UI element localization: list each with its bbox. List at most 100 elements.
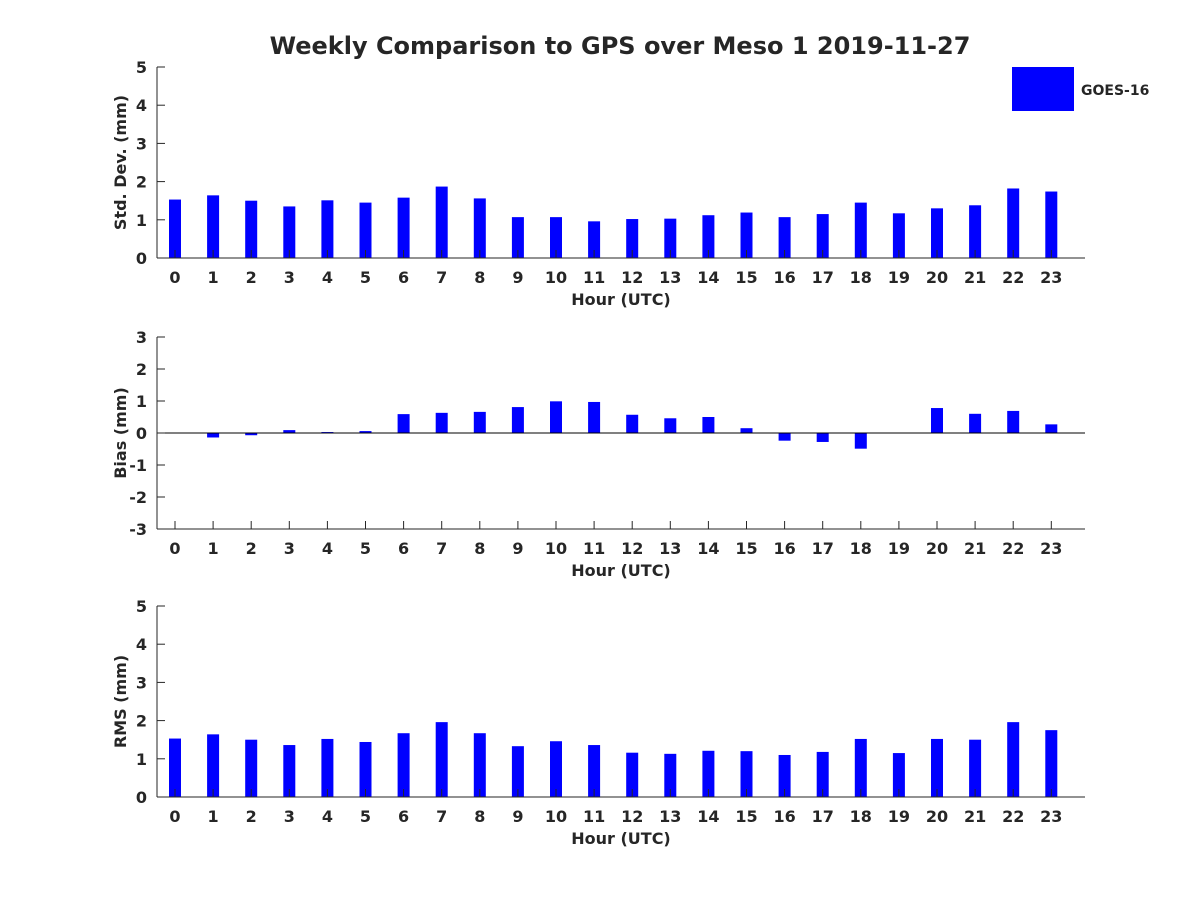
- bias-xtick-label-4: 4: [322, 539, 333, 558]
- bias-xtick-label-3: 3: [284, 539, 295, 558]
- std-dev-xtick-label-4: 4: [322, 268, 333, 287]
- rms-bar-15: [740, 751, 753, 797]
- rms-ytick-label-4: 4: [136, 635, 147, 654]
- rms-bar-6: [397, 733, 410, 797]
- rms-xtick-label-8: 8: [474, 807, 485, 826]
- std-dev-bar-2: [245, 200, 258, 258]
- std-dev-xtick-label-15: 15: [735, 268, 757, 287]
- std-dev-xtick-label-1: 1: [208, 268, 219, 287]
- std-dev-xtick-label-3: 3: [284, 268, 295, 287]
- std-dev-bar-12: [626, 219, 639, 258]
- bias-xtick-label-17: 17: [812, 539, 834, 558]
- std-dev-bar-1: [207, 195, 220, 258]
- bias-bar-10: [550, 401, 562, 433]
- bias-xtick-label-19: 19: [888, 539, 910, 558]
- std-dev-xtick-label-9: 9: [512, 268, 523, 287]
- legend-label: GOES-16: [1081, 83, 1149, 99]
- rms-bar-2: [245, 739, 258, 797]
- rms-bar-4: [321, 738, 334, 797]
- bias-xtick-label-14: 14: [697, 539, 719, 558]
- bias-xtick-label-5: 5: [360, 539, 371, 558]
- bias-bar-11: [588, 401, 601, 433]
- rms-xtick-label-6: 6: [398, 807, 409, 826]
- rms-xtick-label-2: 2: [246, 807, 257, 826]
- bias-ylabel: Bias (mm): [111, 387, 130, 479]
- std-dev-xtick-label-0: 0: [169, 268, 180, 287]
- rms-xtick-label-21: 21: [964, 807, 986, 826]
- rms-ytick-label-5: 5: [136, 597, 147, 616]
- std-dev-xlabel: Hour (UTC): [571, 290, 671, 309]
- bias-ytick-label-1: 1: [136, 392, 147, 411]
- bias-bar-5: [359, 431, 372, 433]
- bias-xtick-label-13: 13: [659, 539, 681, 558]
- std-dev-ytick-label-0: 0: [136, 249, 147, 268]
- std-dev-bar-4: [321, 200, 334, 258]
- bias-xtick-label-6: 6: [398, 539, 409, 558]
- rms-xtick-label-12: 12: [621, 807, 643, 826]
- legend: GOES-16: [1012, 67, 1149, 111]
- bias-xtick-label-0: 0: [169, 539, 180, 558]
- rms-bar-13: [664, 753, 677, 797]
- bias-ytick-label--2: -2: [129, 488, 147, 507]
- std-dev-bar-16: [778, 217, 791, 258]
- rms-bar-11: [588, 745, 601, 797]
- rms-xtick-label-14: 14: [697, 807, 719, 826]
- rms-bar-5: [359, 741, 372, 797]
- std-dev-bar-11: [588, 221, 601, 258]
- rms-bar-18: [854, 738, 867, 797]
- bias-xtick-label-18: 18: [850, 539, 872, 558]
- rms-xtick-label-17: 17: [812, 807, 834, 826]
- rms-bar-19: [892, 753, 905, 797]
- bias-bar-3: [283, 430, 296, 433]
- bias-bar-23: [1045, 424, 1058, 433]
- rms-bar-16: [778, 754, 791, 797]
- std-dev-ytick-label-5: 5: [136, 58, 147, 77]
- bias-xtick-label-12: 12: [621, 539, 643, 558]
- bias-bar-14: [702, 417, 715, 433]
- bias-bar-13: [664, 418, 677, 433]
- rms-xtick-label-3: 3: [284, 807, 295, 826]
- bias-xtick-label-1: 1: [208, 539, 219, 558]
- std-dev-xtick-label-17: 17: [812, 268, 834, 287]
- std-dev-bar-22: [1007, 188, 1020, 258]
- rms-xtick-label-16: 16: [773, 807, 795, 826]
- std-dev-xtick-label-20: 20: [926, 268, 948, 287]
- std-dev-bar-14: [702, 215, 715, 258]
- bias-bar-17: [816, 433, 829, 442]
- rms-bar-17: [816, 751, 829, 797]
- bias-ytick-label-2: 2: [136, 360, 147, 379]
- bias-xtick-label-15: 15: [735, 539, 757, 558]
- bias-xtick-label-22: 22: [1002, 539, 1024, 558]
- chart-title: Weekly Comparison to GPS over Meso 1 201…: [270, 32, 971, 60]
- bias-bar-18: [854, 433, 867, 449]
- bias-bar-2: [245, 433, 258, 436]
- bias-bar-7: [435, 412, 448, 433]
- std-dev-xtick-label-23: 23: [1040, 268, 1062, 287]
- std-dev-bar-10: [550, 217, 562, 258]
- rms-bar-12: [626, 752, 639, 797]
- std-dev-bar-18: [854, 202, 867, 258]
- bias-ytick-label-0: 0: [136, 424, 147, 443]
- std-dev-bar-23: [1045, 191, 1058, 258]
- std-dev-ytick-label-2: 2: [136, 173, 147, 192]
- std-dev-xtick-label-7: 7: [436, 268, 447, 287]
- bias-xtick-label-7: 7: [436, 539, 447, 558]
- bias-bar-9: [511, 407, 524, 433]
- rms-xlabel: Hour (UTC): [571, 829, 671, 848]
- rms-bar-10: [550, 741, 562, 797]
- bias-xtick-label-8: 8: [474, 539, 485, 558]
- std-dev-xtick-label-21: 21: [964, 268, 986, 287]
- rms-xtick-label-18: 18: [850, 807, 872, 826]
- rms-bar-14: [702, 750, 715, 797]
- bias-bar-15: [740, 428, 753, 433]
- bias-xtick-label-23: 23: [1040, 539, 1062, 558]
- std-dev-bar-7: [435, 186, 448, 258]
- bias-ytick-label--1: -1: [129, 456, 147, 475]
- bias-bar-1: [207, 433, 220, 438]
- rms-ytick-label-0: 0: [136, 788, 147, 807]
- rms-bar-1: [207, 734, 220, 797]
- std-dev-bar-6: [397, 197, 410, 258]
